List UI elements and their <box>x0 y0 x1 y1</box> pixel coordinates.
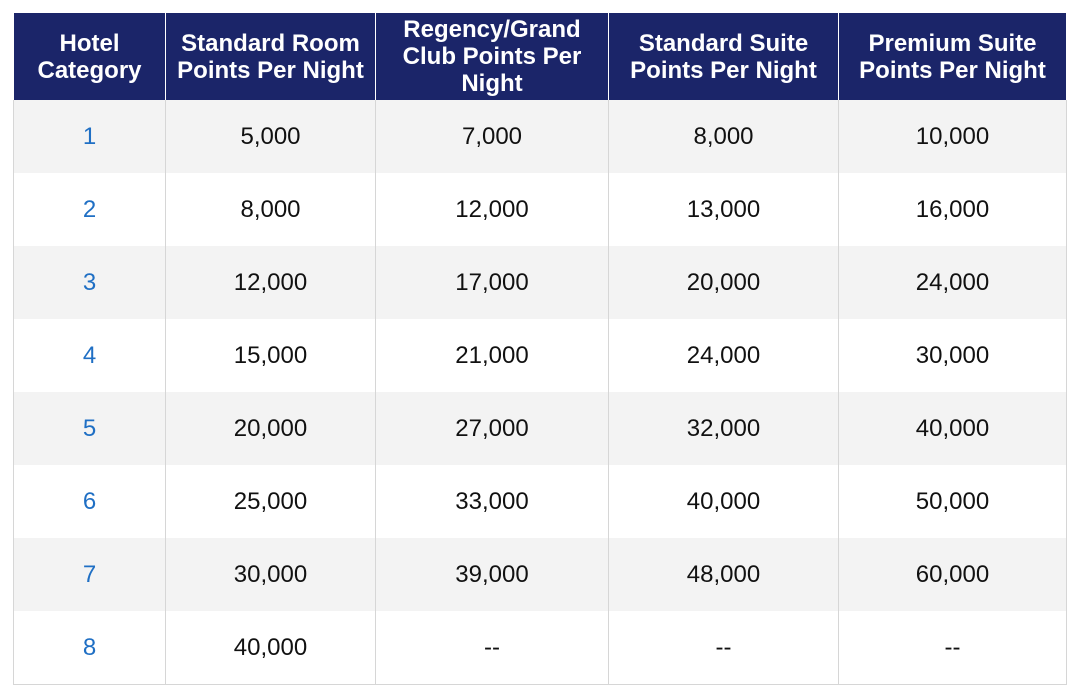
points-cell: -- <box>375 611 609 685</box>
table-row: 7 30,000 39,000 48,000 60,000 <box>13 538 1067 611</box>
points-cell: 40,000 <box>608 465 839 538</box>
points-cell: 17,000 <box>375 246 609 319</box>
points-cell: 24,000 <box>838 246 1067 319</box>
points-cell: 50,000 <box>838 465 1067 538</box>
points-cell: 13,000 <box>608 173 839 246</box>
points-cell: 16,000 <box>838 173 1067 246</box>
header-row: Hotel Category Standard Room Points Per N… <box>13 13 1067 100</box>
category-cell: 7 <box>13 538 166 611</box>
category-cell: 2 <box>13 173 166 246</box>
table-body: 1 5,000 7,000 8,000 10,000 2 8,000 12,000 13,000… <box>13 100 1067 685</box>
column-header: Premium Suite Points Per Night <box>838 13 1067 100</box>
points-cell: 32,000 <box>608 392 839 465</box>
category-cell: 4 <box>13 319 166 392</box>
column-header: Standard Suite Points Per Night <box>608 13 839 100</box>
category-cell: 8 <box>13 611 166 685</box>
points-cell: 10,000 <box>838 100 1067 173</box>
points-cell: 12,000 <box>165 246 376 319</box>
table-row: 8 40,000 -- -- -- <box>13 611 1067 685</box>
table-row: 6 25,000 33,000 40,000 50,000 <box>13 465 1067 538</box>
points-cell: 27,000 <box>375 392 609 465</box>
points-cell: 20,000 <box>165 392 376 465</box>
points-cell: 7,000 <box>375 100 609 173</box>
category-cell: 6 <box>13 465 166 538</box>
points-cell: -- <box>838 611 1067 685</box>
points-cell: -- <box>608 611 839 685</box>
points-cell: 21,000 <box>375 319 609 392</box>
table-row: 2 8,000 12,000 13,000 16,000 <box>13 173 1067 246</box>
points-cell: 40,000 <box>165 611 376 685</box>
table-row: 4 15,000 21,000 24,000 30,000 <box>13 319 1067 392</box>
points-cell: 40,000 <box>838 392 1067 465</box>
category-cell: 5 <box>13 392 166 465</box>
points-cell: 48,000 <box>608 538 839 611</box>
points-cell: 12,000 <box>375 173 609 246</box>
category-cell: 1 <box>13 100 166 173</box>
table-header: Hotel Category Standard Room Points Per N… <box>13 13 1067 100</box>
points-cell: 25,000 <box>165 465 376 538</box>
points-cell: 8,000 <box>165 173 376 246</box>
table-row: 3 12,000 17,000 20,000 24,000 <box>13 246 1067 319</box>
table-row: 1 5,000 7,000 8,000 10,000 <box>13 100 1067 173</box>
points-cell: 8,000 <box>608 100 839 173</box>
points-table: Hotel Category Standard Room Points Per N… <box>13 13 1067 685</box>
table-row: 5 20,000 27,000 32,000 40,000 <box>13 392 1067 465</box>
points-cell: 60,000 <box>838 538 1067 611</box>
points-cell: 5,000 <box>165 100 376 173</box>
points-cell: 39,000 <box>375 538 609 611</box>
points-cell: 15,000 <box>165 319 376 392</box>
column-header: Hotel Category <box>13 13 166 100</box>
column-header: Standard Room Points Per Night <box>165 13 376 100</box>
points-cell: 30,000 <box>165 538 376 611</box>
points-cell: 33,000 <box>375 465 609 538</box>
points-cell: 30,000 <box>838 319 1067 392</box>
points-cell: 20,000 <box>608 246 839 319</box>
column-header: Regency/Grand Club Points Per Night <box>375 13 609 100</box>
points-cell: 24,000 <box>608 319 839 392</box>
category-cell: 3 <box>13 246 166 319</box>
